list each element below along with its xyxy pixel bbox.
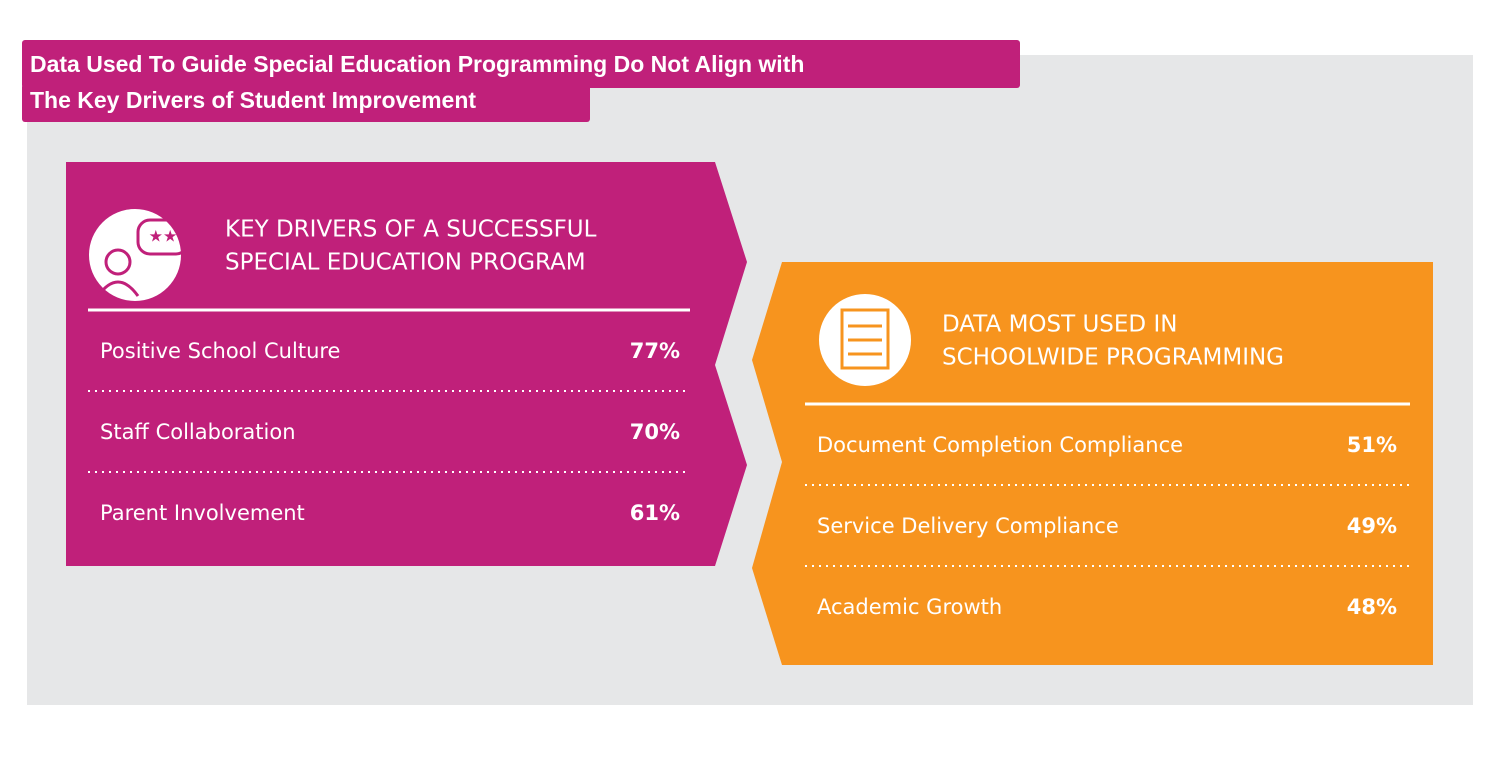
drivers-panel — [66, 162, 747, 566]
item-value: 49% — [1347, 514, 1397, 538]
title-box — [22, 40, 1020, 88]
data-panel — [752, 262, 1433, 665]
item-label: Parent Involvement — [100, 501, 305, 525]
item-label: Staff Collaboration — [100, 420, 296, 444]
item-value: 51% — [1347, 433, 1397, 457]
title-line: Data Used To Guide Special Education Pro… — [30, 51, 804, 77]
item-label: Positive School Culture — [100, 339, 340, 363]
item-value: 70% — [630, 420, 680, 444]
panel-heading: SCHOOLWIDE PROGRAMMING — [942, 345, 1284, 371]
item-value: 48% — [1347, 595, 1397, 619]
panel-heading: KEY DRIVERS OF A SUCCESSFUL — [225, 217, 597, 243]
item-label: Academic Growth — [817, 595, 1002, 619]
panel-heading: DATA MOST USED IN — [942, 312, 1177, 338]
panel-heading: SPECIAL EDUCATION PROGRAM — [225, 250, 586, 276]
drivers-icon: ★★ — [89, 209, 190, 301]
item-label: Service Delivery Compliance — [817, 514, 1119, 538]
item-value: 77% — [630, 339, 680, 363]
item-label: Document Completion Compliance — [817, 433, 1183, 457]
title-box — [22, 84, 590, 122]
item-value: 61% — [630, 501, 680, 525]
title-line: The Key Drivers of Student Improvement — [30, 87, 476, 113]
svg-text:★★: ★★ — [149, 227, 178, 246]
data-icon — [819, 294, 911, 386]
